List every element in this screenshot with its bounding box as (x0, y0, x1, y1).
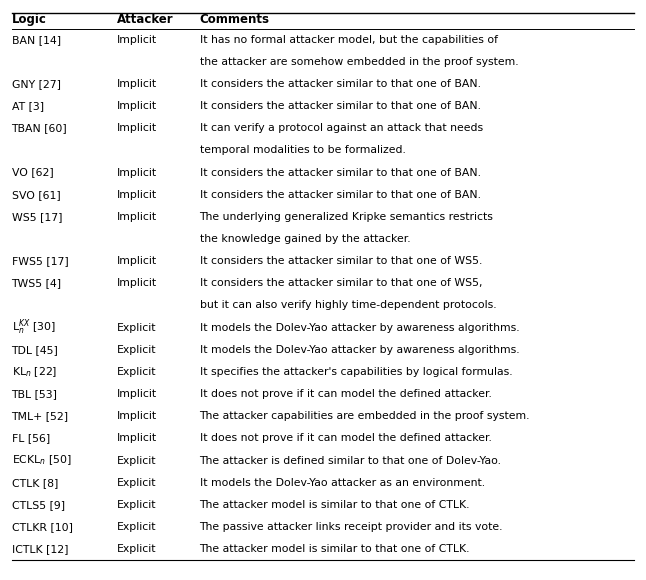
Text: Implicit: Implicit (118, 79, 158, 89)
Text: temporal modalities to be formalized.: temporal modalities to be formalized. (200, 146, 406, 155)
Text: Implicit: Implicit (118, 101, 158, 111)
Text: It models the Dolev-Yao attacker by awareness algorithms.: It models the Dolev-Yao attacker by awar… (200, 322, 519, 333)
Text: It does not prove if it can model the defined attacker.: It does not prove if it can model the de… (200, 389, 492, 399)
Text: It considers the attacker similar to that one of WS5.: It considers the attacker similar to tha… (200, 256, 482, 266)
Text: Implicit: Implicit (118, 278, 158, 288)
Text: Explicit: Explicit (118, 478, 157, 488)
Text: the knowledge gained by the attacker.: the knowledge gained by the attacker. (200, 234, 410, 244)
Text: Implicit: Implicit (118, 433, 158, 444)
Text: The attacker is defined similar to that one of Dolev-Yao.: The attacker is defined similar to that … (200, 455, 501, 466)
Text: Logic: Logic (12, 13, 47, 26)
Text: GNY [27]: GNY [27] (12, 79, 61, 89)
Text: FWS5 [17]: FWS5 [17] (12, 256, 68, 266)
Text: but it can also verify highly time-dependent protocols.: but it can also verify highly time-depen… (200, 300, 496, 310)
Text: ICTLK [12]: ICTLK [12] (12, 544, 68, 554)
Text: It models the Dolev-Yao attacker as an environment.: It models the Dolev-Yao attacker as an e… (200, 478, 484, 488)
Text: WS5 [17]: WS5 [17] (12, 212, 62, 222)
Text: Implicit: Implicit (118, 123, 158, 133)
Text: SVO [61]: SVO [61] (12, 190, 60, 200)
Text: Comments: Comments (200, 13, 269, 26)
Text: CTLS5 [9]: CTLS5 [9] (12, 500, 65, 510)
Text: CTLKR [10]: CTLKR [10] (12, 522, 72, 532)
Text: It specifies the attacker's capabilities by logical formulas.: It specifies the attacker's capabilities… (200, 367, 512, 377)
Text: Explicit: Explicit (118, 522, 157, 532)
Text: Explicit: Explicit (118, 500, 157, 510)
Text: Explicit: Explicit (118, 345, 157, 355)
Text: It models the Dolev-Yao attacker by awareness algorithms.: It models the Dolev-Yao attacker by awar… (200, 345, 519, 355)
Text: $\mathrm{ECKL}_n$ [50]: $\mathrm{ECKL}_n$ [50] (12, 454, 71, 467)
Text: Explicit: Explicit (118, 455, 157, 466)
Text: Explicit: Explicit (118, 322, 157, 333)
Text: CTLK [8]: CTLK [8] (12, 478, 58, 488)
Text: It considers the attacker similar to that one of BAN.: It considers the attacker similar to tha… (200, 79, 481, 89)
Text: It considers the attacker similar to that one of BAN.: It considers the attacker similar to tha… (200, 190, 481, 200)
Text: The attacker capabilities are embedded in the proof system.: The attacker capabilities are embedded i… (200, 411, 530, 421)
Text: It considers the attacker similar to that one of BAN.: It considers the attacker similar to tha… (200, 168, 481, 177)
Text: It has no formal attacker model, but the capabilities of: It has no formal attacker model, but the… (200, 35, 497, 45)
Text: TBAN [60]: TBAN [60] (12, 123, 67, 133)
Text: TML+ [52]: TML+ [52] (12, 411, 68, 421)
Text: TBL [53]: TBL [53] (12, 389, 57, 399)
Text: Implicit: Implicit (118, 190, 158, 200)
Text: Implicit: Implicit (118, 411, 158, 421)
Text: VO [62]: VO [62] (12, 168, 53, 177)
Text: Implicit: Implicit (118, 168, 158, 177)
Text: Implicit: Implicit (118, 389, 158, 399)
Text: It does not prove if it can model the defined attacker.: It does not prove if it can model the de… (200, 433, 492, 444)
Text: The underlying generalized Kripke semantics restricts: The underlying generalized Kripke semant… (200, 212, 494, 222)
Text: FL [56]: FL [56] (12, 433, 50, 444)
Text: Implicit: Implicit (118, 212, 158, 222)
Text: the attacker are somehow embedded in the proof system.: the attacker are somehow embedded in the… (200, 57, 518, 67)
Text: $\mathrm{KL}_n$ [22]: $\mathrm{KL}_n$ [22] (12, 365, 57, 379)
Text: $\mathrm{L}_n^{KX}$ [30]: $\mathrm{L}_n^{KX}$ [30] (12, 318, 55, 338)
Text: Implicit: Implicit (118, 35, 158, 45)
Text: It can verify a protocol against an attack that needs: It can verify a protocol against an atta… (200, 123, 483, 133)
Text: The attacker model is similar to that one of CTLK.: The attacker model is similar to that on… (200, 500, 470, 510)
Text: TWS5 [4]: TWS5 [4] (12, 278, 61, 288)
Text: It considers the attacker similar to that one of WS5,: It considers the attacker similar to tha… (200, 278, 482, 288)
Text: Explicit: Explicit (118, 544, 157, 554)
Text: Attacker: Attacker (118, 13, 174, 26)
Text: BAN [14]: BAN [14] (12, 35, 61, 45)
Text: It considers the attacker similar to that one of BAN.: It considers the attacker similar to tha… (200, 101, 481, 111)
Text: Implicit: Implicit (118, 256, 158, 266)
Text: AT [3]: AT [3] (12, 101, 44, 111)
Text: Explicit: Explicit (118, 367, 157, 377)
Text: The attacker model is similar to that one of CTLK.: The attacker model is similar to that on… (200, 544, 470, 554)
Text: TDL [45]: TDL [45] (12, 345, 58, 355)
Text: The passive attacker links receipt provider and its vote.: The passive attacker links receipt provi… (200, 522, 503, 532)
